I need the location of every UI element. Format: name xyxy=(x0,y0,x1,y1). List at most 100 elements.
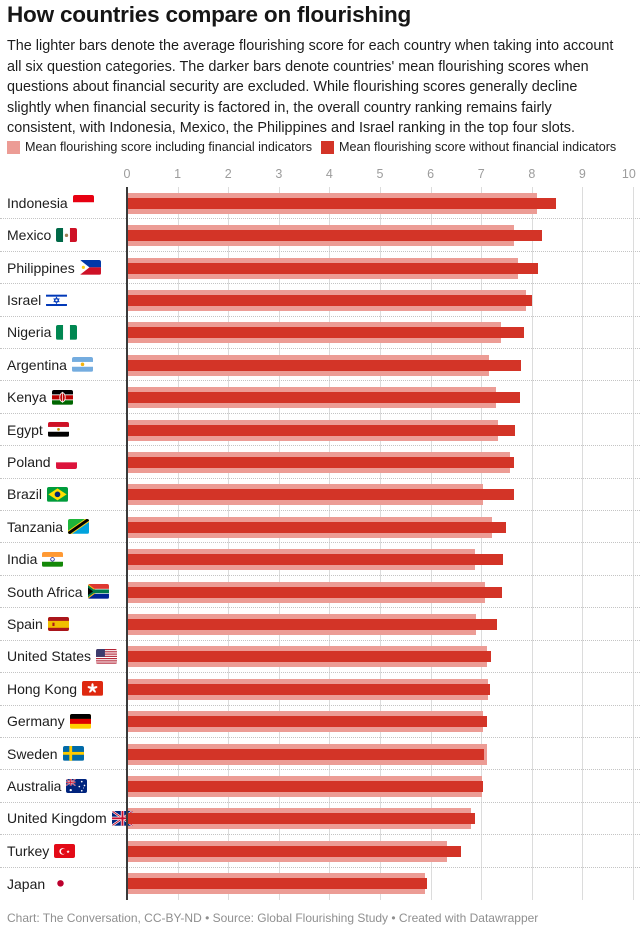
hong-kong-flag-icon xyxy=(82,681,104,697)
country-row: Nigeria xyxy=(0,317,640,350)
page-title: How countries compare on flourishing xyxy=(7,2,412,27)
country-row: Egypt xyxy=(0,414,640,447)
country-row: Germany xyxy=(0,706,640,738)
x-axis-tick-label: 3 xyxy=(275,167,283,181)
legend-item-including: Mean flourishing score including financi… xyxy=(7,140,312,154)
country-name: United States xyxy=(7,648,92,665)
description-line: The lighter bars denote the average flou… xyxy=(7,38,614,54)
country-label: United Kingdom xyxy=(7,810,133,826)
nigeria-flag-icon xyxy=(56,324,78,340)
bar-without-financial xyxy=(127,359,522,371)
description-line: consistent, with Indonesia, Mexico, the … xyxy=(7,120,575,137)
bar-without-financial xyxy=(127,683,491,695)
country-row: Japan xyxy=(0,868,640,900)
zero-baseline xyxy=(126,187,128,900)
country-name: Turkey xyxy=(7,842,50,859)
x-axis-tick-label: 4 xyxy=(325,167,333,181)
gridline xyxy=(278,187,280,900)
country-row: Argentina xyxy=(0,349,640,382)
country-row: Brazil xyxy=(0,479,640,512)
country-label: Australia xyxy=(7,778,88,795)
country-name: Israel xyxy=(7,291,42,308)
chart-description: The lighter bars denote the average flou… xyxy=(7,36,637,139)
country-label: Egypt xyxy=(7,422,69,438)
country-name: Australia xyxy=(7,778,62,795)
country-label: Sweden xyxy=(7,746,84,762)
country-name: Germany xyxy=(7,713,65,730)
country-name: South Africa xyxy=(7,583,83,600)
country-label: Hong Kong xyxy=(7,680,104,697)
bar-without-financial xyxy=(127,619,497,630)
country-name: Brazil xyxy=(7,486,43,503)
legend-label: Mean flourishing score including financi… xyxy=(25,140,313,154)
bar-without-financial xyxy=(127,230,543,242)
bar-without-financial xyxy=(127,813,476,825)
country-name: Poland xyxy=(7,453,51,470)
gridline xyxy=(481,187,483,900)
gridline xyxy=(582,187,584,900)
attribution-footer: Chart: The Conversation, CC-BY-ND • Sour… xyxy=(7,911,539,925)
legend-item-without: Mean flourishing score without financial… xyxy=(321,140,616,154)
gridline xyxy=(177,187,179,900)
india-flag-icon xyxy=(42,551,64,567)
country-row: India xyxy=(0,544,640,576)
country-label: Spain xyxy=(7,616,69,632)
bar-without-financial xyxy=(127,197,557,209)
bar-without-financial xyxy=(127,554,504,566)
turkey-flag-icon xyxy=(54,843,76,859)
country-row: Hong Kong xyxy=(0,673,640,706)
country-row: Philippines xyxy=(0,252,640,285)
country-row: Spain xyxy=(0,608,640,641)
country-row: United Kingdom xyxy=(0,803,640,836)
bar-without-financial xyxy=(127,521,506,533)
country-label: Germany xyxy=(7,713,91,729)
country-name: Argentina xyxy=(7,356,67,373)
gridline xyxy=(633,187,634,900)
x-axis-tick-label: 10 xyxy=(621,167,636,181)
x-axis-tick-label: 6 xyxy=(427,167,435,181)
bar-without-financial xyxy=(127,748,485,760)
country-label: Brazil xyxy=(7,486,69,503)
x-axis-tick-label: 7 xyxy=(477,167,485,181)
country-name: Philippines xyxy=(7,259,75,276)
x-axis-tick-label: 8 xyxy=(528,167,536,181)
country-row: Turkey xyxy=(0,835,640,868)
country-row: Indonesia xyxy=(0,187,640,220)
japan-flag-icon xyxy=(50,876,72,892)
bar-without-financial xyxy=(127,845,462,857)
country-label: Philippines xyxy=(7,260,101,276)
indonesia-flag-icon xyxy=(72,195,94,211)
description-line: all six question categories. The darker … xyxy=(7,58,589,75)
country-name: Spain xyxy=(7,616,43,633)
country-name: Hong Kong xyxy=(7,680,78,697)
bar-without-financial xyxy=(127,781,484,793)
legend-swatch-without xyxy=(321,140,335,154)
country-label: South Africa xyxy=(7,584,109,600)
description-line: questions about financial security are e… xyxy=(7,79,578,96)
bar-without-financial xyxy=(127,262,538,274)
country-name: Sweden xyxy=(7,745,58,762)
x-axis-tick-label: 0 xyxy=(123,167,131,181)
country-label: Poland xyxy=(7,454,77,470)
x-axis-tick-label: 1 xyxy=(174,167,182,181)
country-name: Egypt xyxy=(7,421,43,438)
country-name: Kenya xyxy=(7,389,47,406)
bar-without-financial xyxy=(127,716,487,728)
country-row: Sweden xyxy=(0,738,640,771)
bar-without-financial xyxy=(127,489,514,501)
country-label: Turkey xyxy=(7,842,76,859)
kenya-flag-icon xyxy=(51,389,73,405)
legend-swatch-including xyxy=(7,140,20,154)
poland-flag-icon xyxy=(55,454,77,470)
gridline xyxy=(329,187,331,900)
country-label: Japan xyxy=(7,875,72,892)
country-name: Japan xyxy=(7,875,46,892)
argentina-flag-icon xyxy=(71,357,93,373)
spain-flag-icon xyxy=(47,616,69,632)
bar-without-financial xyxy=(127,651,492,663)
country-label: India xyxy=(7,551,64,567)
country-label: Indonesia xyxy=(7,195,94,211)
plot-area: Indonesia Mexico Philippines Israel Nigeria A… xyxy=(0,187,640,900)
x-axis-tick-label: 5 xyxy=(376,167,384,181)
